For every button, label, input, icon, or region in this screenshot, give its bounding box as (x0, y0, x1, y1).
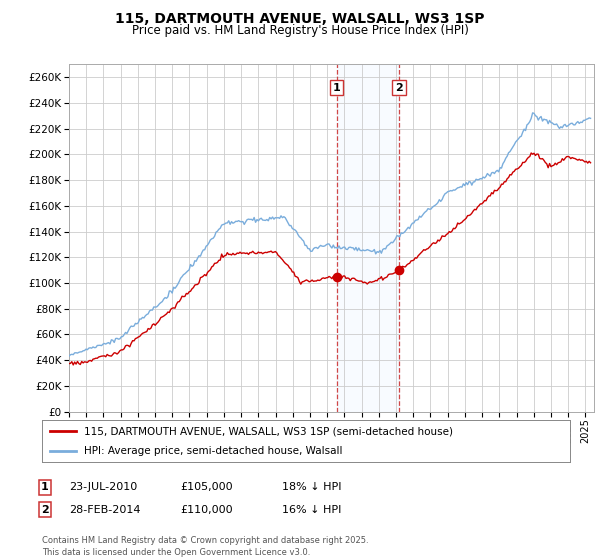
Text: 2: 2 (41, 505, 49, 515)
Text: Contains HM Land Registry data © Crown copyright and database right 2025.
This d: Contains HM Land Registry data © Crown c… (42, 536, 368, 557)
Text: 115, DARTMOUTH AVENUE, WALSALL, WS3 1SP: 115, DARTMOUTH AVENUE, WALSALL, WS3 1SP (115, 12, 485, 26)
Text: 1: 1 (333, 82, 341, 92)
Text: 115, DARTMOUTH AVENUE, WALSALL, WS3 1SP (semi-detached house): 115, DARTMOUTH AVENUE, WALSALL, WS3 1SP … (84, 426, 453, 436)
Text: 18% ↓ HPI: 18% ↓ HPI (282, 482, 341, 492)
Text: £105,000: £105,000 (180, 482, 233, 492)
Text: 16% ↓ HPI: 16% ↓ HPI (282, 505, 341, 515)
Text: 23-JUL-2010: 23-JUL-2010 (69, 482, 137, 492)
Text: Price paid vs. HM Land Registry's House Price Index (HPI): Price paid vs. HM Land Registry's House … (131, 24, 469, 36)
Text: 1: 1 (41, 482, 49, 492)
Text: HPI: Average price, semi-detached house, Walsall: HPI: Average price, semi-detached house,… (84, 446, 343, 456)
Bar (337, 64, 399, 412)
Text: £110,000: £110,000 (180, 505, 233, 515)
Text: 2: 2 (395, 82, 403, 92)
Text: 28-FEB-2014: 28-FEB-2014 (69, 505, 140, 515)
